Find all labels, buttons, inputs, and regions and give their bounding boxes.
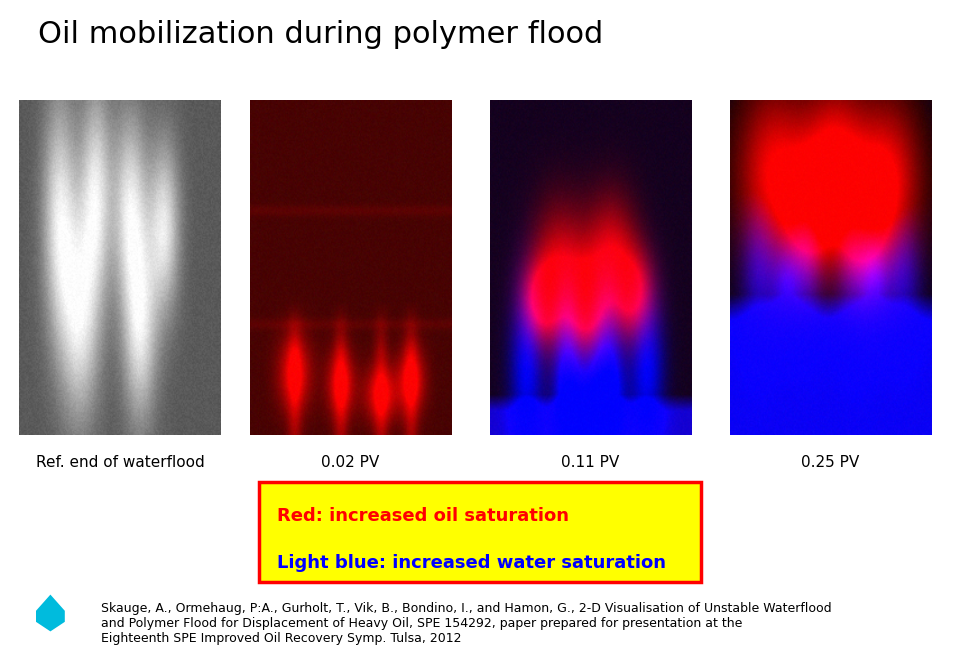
Text: 0.02 PV: 0.02 PV (322, 455, 379, 470)
Text: Light blue: increased water saturation: Light blue: increased water saturation (276, 554, 666, 572)
Text: Skauge, A., Ormehaug, P:A., Gurholt, T., Vik, B., Bondino, I., and Hamon, G., 2-: Skauge, A., Ormehaug, P:A., Gurholt, T.,… (101, 602, 831, 645)
FancyBboxPatch shape (259, 482, 701, 582)
Text: 0.11 PV: 0.11 PV (562, 455, 619, 470)
Text: CIPR: CIPR (33, 640, 68, 654)
Polygon shape (36, 595, 64, 632)
Text: Red: increased oil saturation: Red: increased oil saturation (276, 507, 569, 524)
Text: Oil mobilization during polymer flood: Oil mobilization during polymer flood (38, 20, 604, 49)
Text: Ref. end of waterflood: Ref. end of waterflood (36, 455, 204, 470)
Text: 0.25 PV: 0.25 PV (802, 455, 859, 470)
